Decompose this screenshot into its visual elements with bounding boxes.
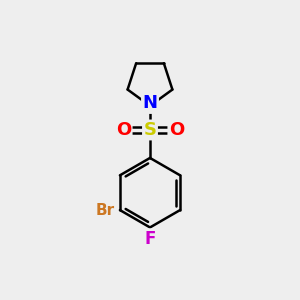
Text: N: N — [142, 94, 158, 112]
Text: S: S — [143, 121, 157, 139]
Text: O: O — [116, 121, 131, 139]
Text: Br: Br — [96, 202, 115, 217]
Text: O: O — [169, 121, 184, 139]
Text: F: F — [144, 230, 156, 247]
